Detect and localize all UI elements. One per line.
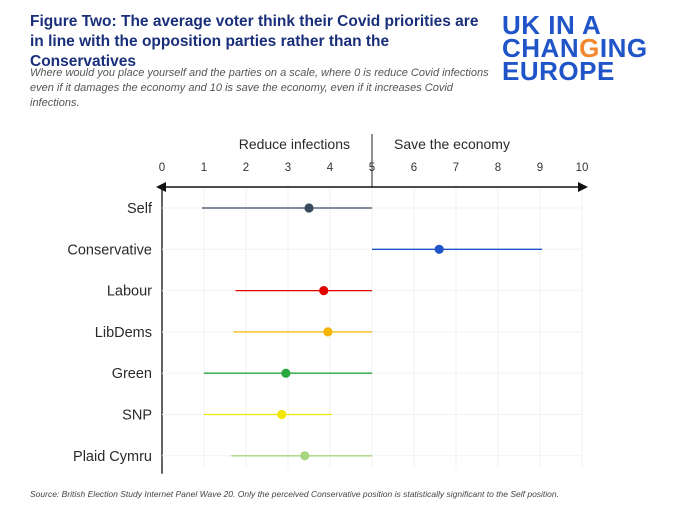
x-tick-label-0: 0 <box>159 162 165 174</box>
x-tick-label-5: 5 <box>369 162 375 174</box>
logo-line-1: UK IN A <box>502 10 602 40</box>
source-note: Source: British Election Study Internet … <box>30 489 560 499</box>
mean-point <box>281 368 291 378</box>
mean-point <box>304 203 314 213</box>
row-snp: SNP <box>122 408 582 424</box>
category-label: Green <box>112 366 152 382</box>
row-libdems: LibDems <box>95 325 582 341</box>
category-label: LibDems <box>95 325 152 341</box>
logo-line-3: EUROPE <box>502 56 615 86</box>
category-label: Conservative <box>67 242 152 258</box>
row-conservative: Conservative <box>67 242 582 258</box>
category-label: Plaid Cymru <box>73 449 152 465</box>
axis-annotation-right: Save the economy <box>394 136 510 152</box>
row-plaid-cymru: Plaid Cymru <box>73 449 582 465</box>
row-labour: Labour <box>107 284 582 300</box>
x-tick-label-10: 10 <box>576 162 589 174</box>
x-tick-label-3: 3 <box>285 162 291 174</box>
axis-annotation-left: Reduce infections <box>239 136 350 152</box>
data-rows: Self Conservative Labour LibDems Green SNP Pla… <box>67 201 582 465</box>
category-label: SNP <box>122 408 152 424</box>
x-tick-label-7: 7 <box>453 162 459 174</box>
row-green: Green <box>112 366 582 382</box>
chart-title: Figure Two: The average voter think thei… <box>30 13 479 70</box>
category-label: Labour <box>107 284 152 300</box>
mean-point <box>323 327 333 337</box>
x-tick-label-4: 4 <box>327 162 334 174</box>
logo: UK IN A CHANGING EUROPE <box>502 10 672 86</box>
x-axis-arrow-left <box>156 182 166 192</box>
category-label: Self <box>127 201 153 217</box>
mean-point <box>300 451 310 461</box>
x-tick-label-9: 9 <box>537 162 543 174</box>
logo-line-2a: CHAN <box>502 33 580 63</box>
mean-point <box>319 286 329 296</box>
mean-point <box>434 244 444 254</box>
logo-line-2: CHANGING <box>502 35 672 61</box>
x-tick-label-8: 8 <box>495 162 501 174</box>
x-axis: 0 1 2 3 4 5 6 7 8 9 10 <box>156 162 588 192</box>
chart-subtitle: Where would you place yourself and the p… <box>30 67 489 109</box>
row-self: Self <box>127 201 582 217</box>
logo-line-2c: ING <box>599 33 648 63</box>
x-tick-label-6: 6 <box>411 162 417 174</box>
x-tick-label-2: 2 <box>243 162 249 174</box>
mean-point <box>277 409 287 420</box>
x-tick-label-1: 1 <box>201 162 207 174</box>
logo-line-2b: G <box>579 33 600 63</box>
x-axis-arrow-right <box>578 182 588 192</box>
gridlines <box>203 187 583 468</box>
